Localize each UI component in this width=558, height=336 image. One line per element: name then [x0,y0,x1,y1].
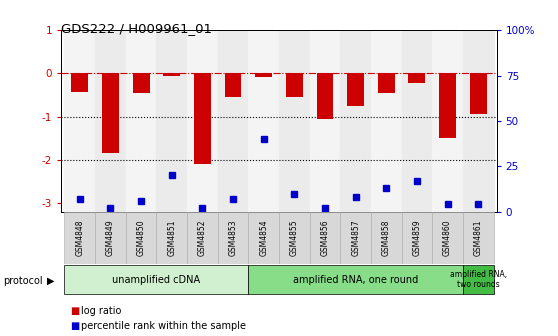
Bar [286,74,303,97]
Text: GSM4850: GSM4850 [137,219,146,256]
Bar [194,74,211,164]
Bar [371,30,402,212]
Text: GSM4848: GSM4848 [75,219,84,256]
Text: GSM4861: GSM4861 [474,219,483,256]
Bar [432,30,463,212]
Bar [187,212,218,264]
Text: ■: ■ [70,321,79,331]
Text: GSM4856: GSM4856 [320,219,329,256]
Bar [102,74,119,153]
Text: percentile rank within the sample: percentile rank within the sample [81,321,246,331]
Bar [279,212,310,264]
Bar [310,30,340,212]
Bar [64,30,95,212]
Text: ▶: ▶ [47,276,55,286]
Text: GSM4851: GSM4851 [167,219,176,256]
Bar [432,212,463,264]
Bar [126,30,156,212]
Text: GDS222 / H009961_01: GDS222 / H009961_01 [61,22,213,35]
Text: GSM4849: GSM4849 [106,219,115,256]
Bar [402,30,432,212]
Bar [408,74,425,83]
Text: log ratio: log ratio [81,306,121,316]
Text: amplified RNA,
two rounds: amplified RNA, two rounds [450,270,507,289]
Bar [64,265,248,294]
Bar [316,74,334,119]
Bar [340,30,371,212]
Bar [126,212,156,264]
Bar [255,74,272,77]
Bar [463,212,494,264]
Bar [133,74,150,93]
Bar [156,30,187,212]
Bar [470,74,487,115]
Bar [224,74,242,97]
Bar [156,212,187,264]
Bar [218,30,248,212]
Bar [95,212,126,264]
Bar [378,74,395,93]
Text: protocol: protocol [3,276,42,286]
Text: GSM4857: GSM4857 [351,219,360,256]
Bar [310,212,340,264]
Bar [163,74,180,76]
Text: GSM4853: GSM4853 [229,219,238,256]
Bar [218,212,248,264]
Bar [248,265,463,294]
Text: ■: ■ [70,306,79,316]
Text: GSM4855: GSM4855 [290,219,299,256]
Bar [279,30,310,212]
Text: GSM4860: GSM4860 [443,219,452,256]
Bar [371,212,402,264]
Bar [347,74,364,106]
Text: GSM4852: GSM4852 [198,219,207,256]
Text: GSM4859: GSM4859 [412,219,421,256]
Bar [95,30,126,212]
Bar [463,30,494,212]
Text: GSM4854: GSM4854 [259,219,268,256]
Text: amplified RNA, one round: amplified RNA, one round [293,275,418,285]
Bar [71,74,88,92]
Bar [439,74,456,138]
Bar [340,212,371,264]
Bar [248,212,279,264]
Text: unamplified cDNA: unamplified cDNA [112,275,200,285]
Text: GSM4858: GSM4858 [382,219,391,256]
Bar [187,30,218,212]
Bar [463,265,494,294]
Bar [402,212,432,264]
Bar [64,212,95,264]
Bar [248,30,279,212]
